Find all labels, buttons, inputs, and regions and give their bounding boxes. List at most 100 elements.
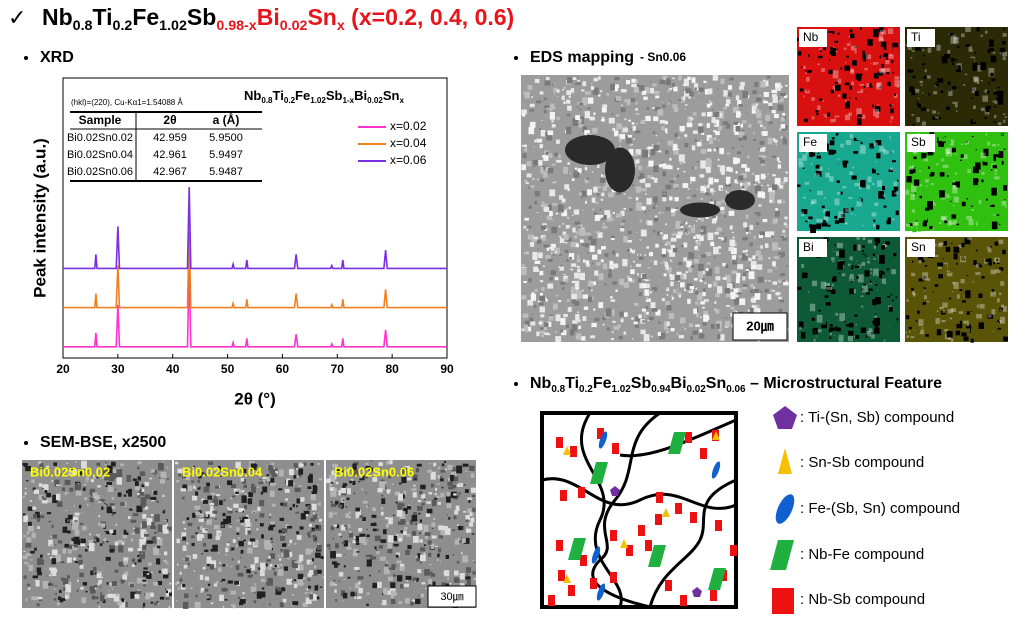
image-speck [649,279,651,281]
image-speck [771,89,778,94]
image-speck [578,223,583,230]
image-speck [819,114,825,120]
x-tick-label: 80 [385,362,399,376]
image-speck [585,232,591,236]
image-speck [798,321,804,328]
image-speck [527,252,529,254]
image-speck [542,236,546,242]
image-speck [604,283,607,286]
image-speck [306,532,310,536]
image-speck [22,462,26,466]
image-speck [35,580,40,583]
image-speck [772,242,778,251]
image-speck [717,158,720,161]
image-speck [846,222,848,225]
image-speck [462,555,468,563]
image-speck [109,582,112,585]
image-speck [652,198,655,201]
image-speck [608,132,610,134]
image-speck [454,509,459,515]
image-speck [611,113,614,116]
legend-label: : Nb-Fe compound [800,546,924,563]
image-speck [309,594,314,600]
image-speck [42,580,49,589]
image-speck [79,470,83,476]
image-speck [378,545,384,549]
image-speck [846,318,849,322]
image-speck [998,251,1003,256]
image-speck [230,604,234,607]
image-speck [292,503,296,508]
image-speck [84,549,88,552]
image-speck [634,324,639,328]
image-speck [348,511,351,514]
image-speck [881,39,883,42]
image-speck [380,539,387,543]
image-speck [140,497,147,506]
image-speck [469,516,472,519]
image-speck [745,104,747,106]
image-speck [542,203,549,210]
image-speck [284,488,290,493]
image-speck [959,289,963,291]
image-speck [438,548,442,553]
image-speck [933,91,938,95]
image-speck [359,473,363,479]
image-speck [532,252,538,260]
image-speck [558,154,561,159]
image-speck [758,147,760,150]
image-speck [663,260,668,263]
image-speck [616,253,619,257]
image-speck [693,278,698,281]
x-tick-label: 50 [221,362,235,376]
image-speck [588,280,592,284]
image-speck [690,176,696,182]
image-speck [893,186,899,191]
image-speck [804,184,806,187]
image-speck [529,121,536,128]
image-speck [567,275,569,278]
image-speck [423,552,426,555]
image-speck [403,530,407,536]
image-speck [1000,209,1004,213]
image-speck [631,249,636,254]
image-speck [916,267,923,275]
image-speck [439,475,443,478]
image-speck [816,113,819,116]
image-speck [669,196,673,201]
image-speck [729,225,733,230]
image-speck [114,541,119,546]
image-speck [675,207,678,211]
image-speck [197,472,200,475]
image-speck [604,210,611,219]
image-speck [288,480,294,487]
image-speck [687,298,691,304]
image-speck [201,472,204,475]
image-speck [540,166,544,172]
image-speck [445,583,450,587]
image-speck [266,474,270,476]
image-speck [334,512,338,515]
image-speck [775,207,778,212]
image-speck [1000,118,1003,121]
image-speck [752,254,755,257]
image-speck [310,549,314,553]
image-speck [202,482,205,484]
image-speck [36,518,41,522]
image-speck [929,120,935,125]
image-speck [454,481,457,484]
image-speck [949,163,955,169]
image-speck [329,581,336,586]
image-speck [384,517,389,520]
image-speck [622,258,628,267]
image-speck [267,577,273,586]
image-speck [808,267,813,273]
image-speck [919,80,924,84]
image-speck [805,72,808,74]
image-speck [997,143,1000,146]
image-speck [872,104,874,108]
image-speck [962,300,966,303]
image-speck [949,317,952,320]
image-speck [854,335,857,338]
image-speck [205,516,209,521]
